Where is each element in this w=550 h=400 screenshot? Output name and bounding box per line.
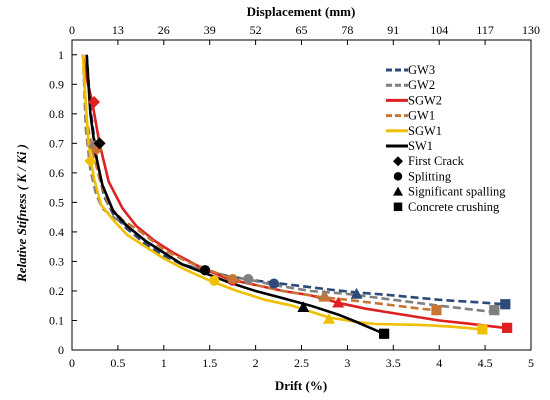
series-line-gw1 xyxy=(81,54,435,312)
concrete-crushing-marker xyxy=(477,324,488,335)
legend-label-gw1: GW1 xyxy=(408,109,435,123)
concrete-crushing-marker xyxy=(431,305,442,316)
x-tick-label: 0.5 xyxy=(110,356,125,370)
x2-tick-label: 130 xyxy=(522,23,540,37)
x2-tick-label: 78 xyxy=(341,23,353,37)
splitting-marker xyxy=(209,275,220,286)
x-tick-label: 2.5 xyxy=(294,356,309,370)
splitting-marker xyxy=(268,278,280,289)
top-axis-title: Displacement (mm) xyxy=(247,4,356,19)
y-tick-label: 0.6 xyxy=(49,166,64,180)
legend-symbol-concrete-crushing xyxy=(393,202,403,212)
x2-tick-label: 39 xyxy=(204,23,216,37)
significant-spalling-marker xyxy=(350,287,363,299)
significant-spalling-marker xyxy=(297,301,310,312)
splitting-marker xyxy=(227,274,238,285)
x2-tick-label: 91 xyxy=(387,23,399,37)
y-tick-label: 0.8 xyxy=(49,107,64,121)
x-tick-label: 4 xyxy=(436,356,442,370)
splitting-marker xyxy=(200,265,211,276)
x-tick-label: 2 xyxy=(253,356,259,370)
first-crack-marker xyxy=(88,96,101,108)
concrete-crushing-marker xyxy=(500,299,511,310)
y-tick-label: 0.9 xyxy=(49,77,64,91)
y-tick-label: 0.7 xyxy=(49,136,64,150)
splitting-marker xyxy=(243,274,254,285)
legend-symbol-first-crack xyxy=(393,156,403,167)
significant-spalling-marker xyxy=(323,313,336,324)
x2-tick-label: 26 xyxy=(158,23,170,37)
y-tick-label: 0.2 xyxy=(49,284,64,298)
y-tick-label: 0.3 xyxy=(49,254,64,268)
x2-tick-label: 52 xyxy=(250,23,262,37)
y-tick-label: 1 xyxy=(58,48,64,62)
legend-label-gw3: GW3 xyxy=(408,63,435,77)
x2-tick-label: 65 xyxy=(296,23,308,37)
y-tick-label: 0 xyxy=(58,343,64,357)
x-tick-label: 3.5 xyxy=(386,356,401,370)
x-tick-label: 1.5 xyxy=(202,356,217,370)
legend-label-concrete-crushing: Concrete crushing xyxy=(408,200,500,214)
x-tick-label: 3 xyxy=(344,356,350,370)
x-tick-label: 5 xyxy=(528,356,534,370)
legend-symbol-significant-spalling xyxy=(393,186,403,196)
x2-tick-label: 13 xyxy=(112,23,124,37)
y-tick-label: 0.4 xyxy=(49,225,64,239)
legend-label-first-crack: First Crack xyxy=(408,154,465,168)
x-tick-label: 4.5 xyxy=(478,356,493,370)
first-crack-marker xyxy=(84,155,97,168)
x-tick-label: 0 xyxy=(69,356,75,370)
significant-spalling-marker xyxy=(318,290,331,302)
series-line-sw1 xyxy=(85,54,385,335)
concrete-crushing-marker xyxy=(489,305,500,316)
legend-label-splitting: Splitting xyxy=(408,169,452,183)
legend-symbol-splitting xyxy=(393,172,403,181)
significant-spalling-marker xyxy=(332,296,345,308)
x-axis-title: Drift (%) xyxy=(275,378,327,393)
y-tick-label: 0.5 xyxy=(49,195,64,209)
x2-tick-label: 104 xyxy=(430,23,448,37)
x2-tick-label: 117 xyxy=(476,23,494,37)
x-tick-label: 1 xyxy=(161,356,167,370)
concrete-crushing-marker xyxy=(379,328,390,339)
legend-label-sgw1: SGW1 xyxy=(408,124,442,138)
series-line-gw3 xyxy=(85,54,504,306)
legend-label-sw1: SW1 xyxy=(408,139,433,153)
x2-tick-label: 0 xyxy=(69,23,75,37)
y-axis-title: Relative Stifness ( K / Ki ) xyxy=(14,144,29,283)
first-crack-marker xyxy=(93,137,106,150)
legend-label-sgw2: SGW2 xyxy=(408,93,442,107)
legend-label-gw2: GW2 xyxy=(408,78,435,92)
concrete-crushing-marker xyxy=(502,322,513,333)
legend-label-significant-spalling: Significant spalling xyxy=(408,185,506,199)
y-tick-label: 0.1 xyxy=(49,313,64,327)
